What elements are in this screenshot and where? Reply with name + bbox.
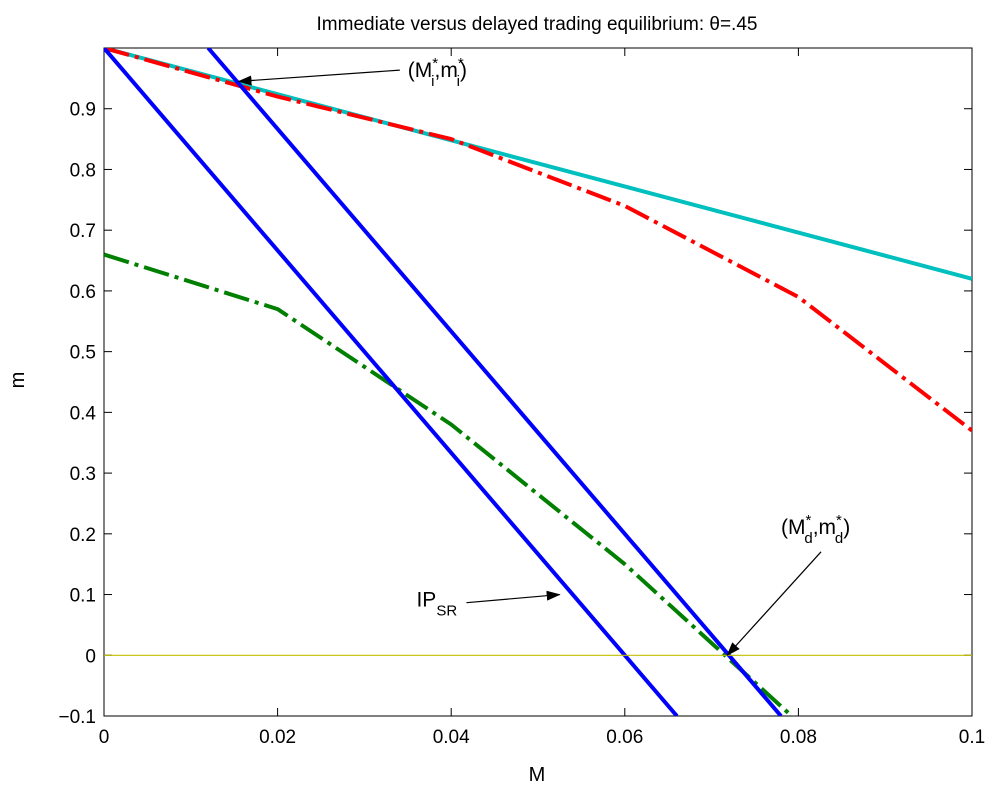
y-tick-label: 0.9: [70, 100, 96, 121]
x-tick-label: 0.02: [259, 727, 296, 748]
y-tick-label: 0.2: [70, 525, 96, 546]
annotation-label-2: (M* d,m* d): [781, 512, 850, 547]
annotation-arrow-2: [726, 551, 822, 657]
y-tick-label: 0.3: [70, 464, 96, 485]
x-tick-label: 0: [99, 727, 110, 748]
y-tick-label: 0.7: [70, 221, 96, 242]
y-tick-label: −0.1: [58, 707, 96, 728]
series-line-3: [104, 252, 795, 716]
x-tick-label: 0.08: [780, 727, 817, 748]
annotation-label-3: IPSR: [416, 589, 457, 620]
y-tick-label: 0: [85, 646, 96, 667]
y-axis-label: m: [7, 372, 29, 389]
plot-area: 0 0.02 0.04 0.06 0.08 0.1−0.100.10.20.30.40.5…: [58, 47, 985, 748]
chart-title: Immediate versus delayed trading equilib…: [317, 14, 758, 35]
series-line-4: [104, 48, 679, 716]
plot-frame: [103, 47, 973, 717]
y-tick-label: 0.4: [70, 403, 97, 424]
annotation-arrow-1: [237, 69, 400, 86]
y-tick-label: 0.6: [70, 282, 96, 303]
annotation-arrow-3: [466, 590, 561, 604]
x-axis-label: M: [529, 764, 546, 786]
annotation-label-1: (M* i,m* i): [408, 55, 467, 90]
x-tick-label: 0.06: [606, 727, 643, 748]
y-tick-label: 0.5: [70, 343, 96, 364]
series-line-2: [104, 48, 972, 433]
series-line-5: [206, 48, 783, 716]
y-tick-label: 0.1: [70, 586, 96, 607]
x-tick-label: 0.1: [959, 727, 985, 748]
x-tick-label: 0.04: [433, 727, 470, 748]
y-tick-label: 0.8: [70, 160, 96, 181]
